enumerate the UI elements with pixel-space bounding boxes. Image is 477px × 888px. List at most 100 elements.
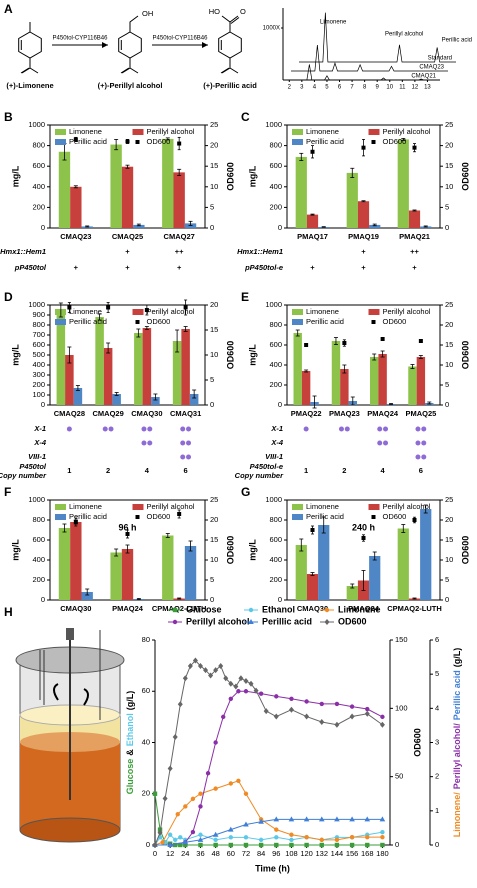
tick-label: 3	[435, 737, 439, 746]
legend-swatch	[368, 504, 380, 510]
tick-label: 400	[32, 555, 45, 564]
point	[379, 816, 386, 822]
copy-dot	[415, 454, 421, 460]
od-marker	[73, 137, 78, 142]
point	[157, 829, 163, 836]
point	[274, 694, 279, 699]
bar	[293, 333, 302, 405]
od-marker	[342, 341, 347, 345]
row-cell: 6	[419, 466, 423, 475]
panel-label: F	[4, 485, 11, 499]
tick-label: 132	[316, 849, 329, 858]
legend-swatch	[371, 515, 376, 519]
tick-label: 10	[386, 85, 393, 91]
bar	[295, 545, 307, 600]
point	[236, 778, 241, 783]
tick-label: 400	[32, 360, 45, 369]
tick-label: 5	[210, 375, 214, 384]
point	[178, 835, 183, 840]
tick-label: 36	[196, 849, 204, 858]
point	[304, 699, 309, 704]
x-tick-label: PMAQ25	[405, 409, 436, 418]
point	[288, 706, 294, 713]
legend-marker	[248, 607, 254, 613]
tick-label: 200	[32, 575, 45, 584]
tick-label: 200	[269, 202, 282, 211]
point	[365, 842, 370, 848]
point	[228, 826, 234, 832]
legend-swatch	[135, 515, 140, 519]
point	[175, 812, 180, 817]
tick-label: 20	[142, 789, 150, 798]
tick-label: 10	[445, 182, 453, 191]
copy-dot	[303, 426, 309, 432]
tick-label: 5	[210, 202, 214, 211]
point	[380, 834, 385, 840]
x-tick-label: CMAQ23	[60, 232, 91, 241]
legend-swatch	[368, 309, 380, 315]
row-cell: 6	[184, 466, 188, 475]
x-tick-label: PMAQ19	[348, 232, 379, 241]
annotation: Perillyl alcohol	[385, 32, 423, 38]
row-cell: 2	[342, 466, 346, 475]
tick-label: 400	[269, 360, 282, 369]
row-cell: 2	[106, 466, 110, 475]
row-label: Copy number	[235, 471, 284, 480]
point	[243, 791, 249, 796]
perillic-acid-structure	[218, 15, 242, 74]
tick-label: 800	[32, 320, 45, 329]
tick-label: 300	[32, 370, 45, 379]
axis-label: Glucose & Ethanol (g/L)	[125, 691, 135, 795]
panel-label: C	[241, 110, 250, 124]
legend-label: Perillic acid	[69, 317, 107, 326]
bar	[295, 156, 307, 228]
point	[212, 831, 219, 837]
tick-label: 200	[269, 380, 282, 389]
legend-label: Perillic acid	[69, 512, 107, 521]
tick-label: 0	[210, 223, 214, 232]
point	[380, 714, 385, 720]
point	[236, 689, 241, 694]
tick-label: 13	[424, 85, 431, 91]
tick-label: 2	[288, 85, 292, 91]
tick-label: 5	[325, 85, 329, 91]
point	[183, 842, 188, 848]
tick-label: 15	[210, 535, 218, 544]
tick-label: 600	[32, 161, 45, 170]
bar	[133, 224, 145, 228]
tick-label: 3	[300, 85, 304, 91]
point	[213, 842, 218, 848]
copy-dot	[377, 426, 383, 432]
point	[289, 832, 294, 837]
plot-frame	[286, 304, 441, 406]
copy-dot	[415, 426, 421, 432]
row-label: VIII-1	[265, 452, 283, 461]
bar	[162, 535, 174, 600]
point	[213, 667, 219, 674]
tick-label: 1	[435, 806, 439, 815]
tick-label: 96	[272, 849, 280, 858]
tick-label: 6	[435, 635, 439, 644]
point	[319, 719, 325, 725]
subtitle: 96 h	[118, 522, 136, 532]
row-label: X-4	[270, 438, 284, 447]
point	[365, 834, 370, 840]
row-cell: 1	[304, 466, 308, 475]
bar	[112, 394, 121, 405]
legend-marker	[324, 619, 330, 625]
point	[213, 740, 218, 745]
point	[273, 713, 279, 720]
row-label: Copy number	[0, 471, 47, 480]
tick-label: 5	[445, 575, 449, 584]
x-tick-label: CMAQ31	[170, 409, 201, 418]
od-marker	[310, 149, 315, 154]
legend-marker	[172, 619, 178, 625]
legend-label: Limonene	[69, 127, 102, 136]
tick-label: 100	[395, 703, 408, 712]
bar	[370, 357, 379, 405]
od-marker	[125, 532, 130, 536]
row-label: Hmx1::Hem1	[237, 247, 283, 256]
point	[334, 701, 340, 707]
tick-label: 5	[210, 575, 214, 584]
point	[319, 701, 324, 707]
